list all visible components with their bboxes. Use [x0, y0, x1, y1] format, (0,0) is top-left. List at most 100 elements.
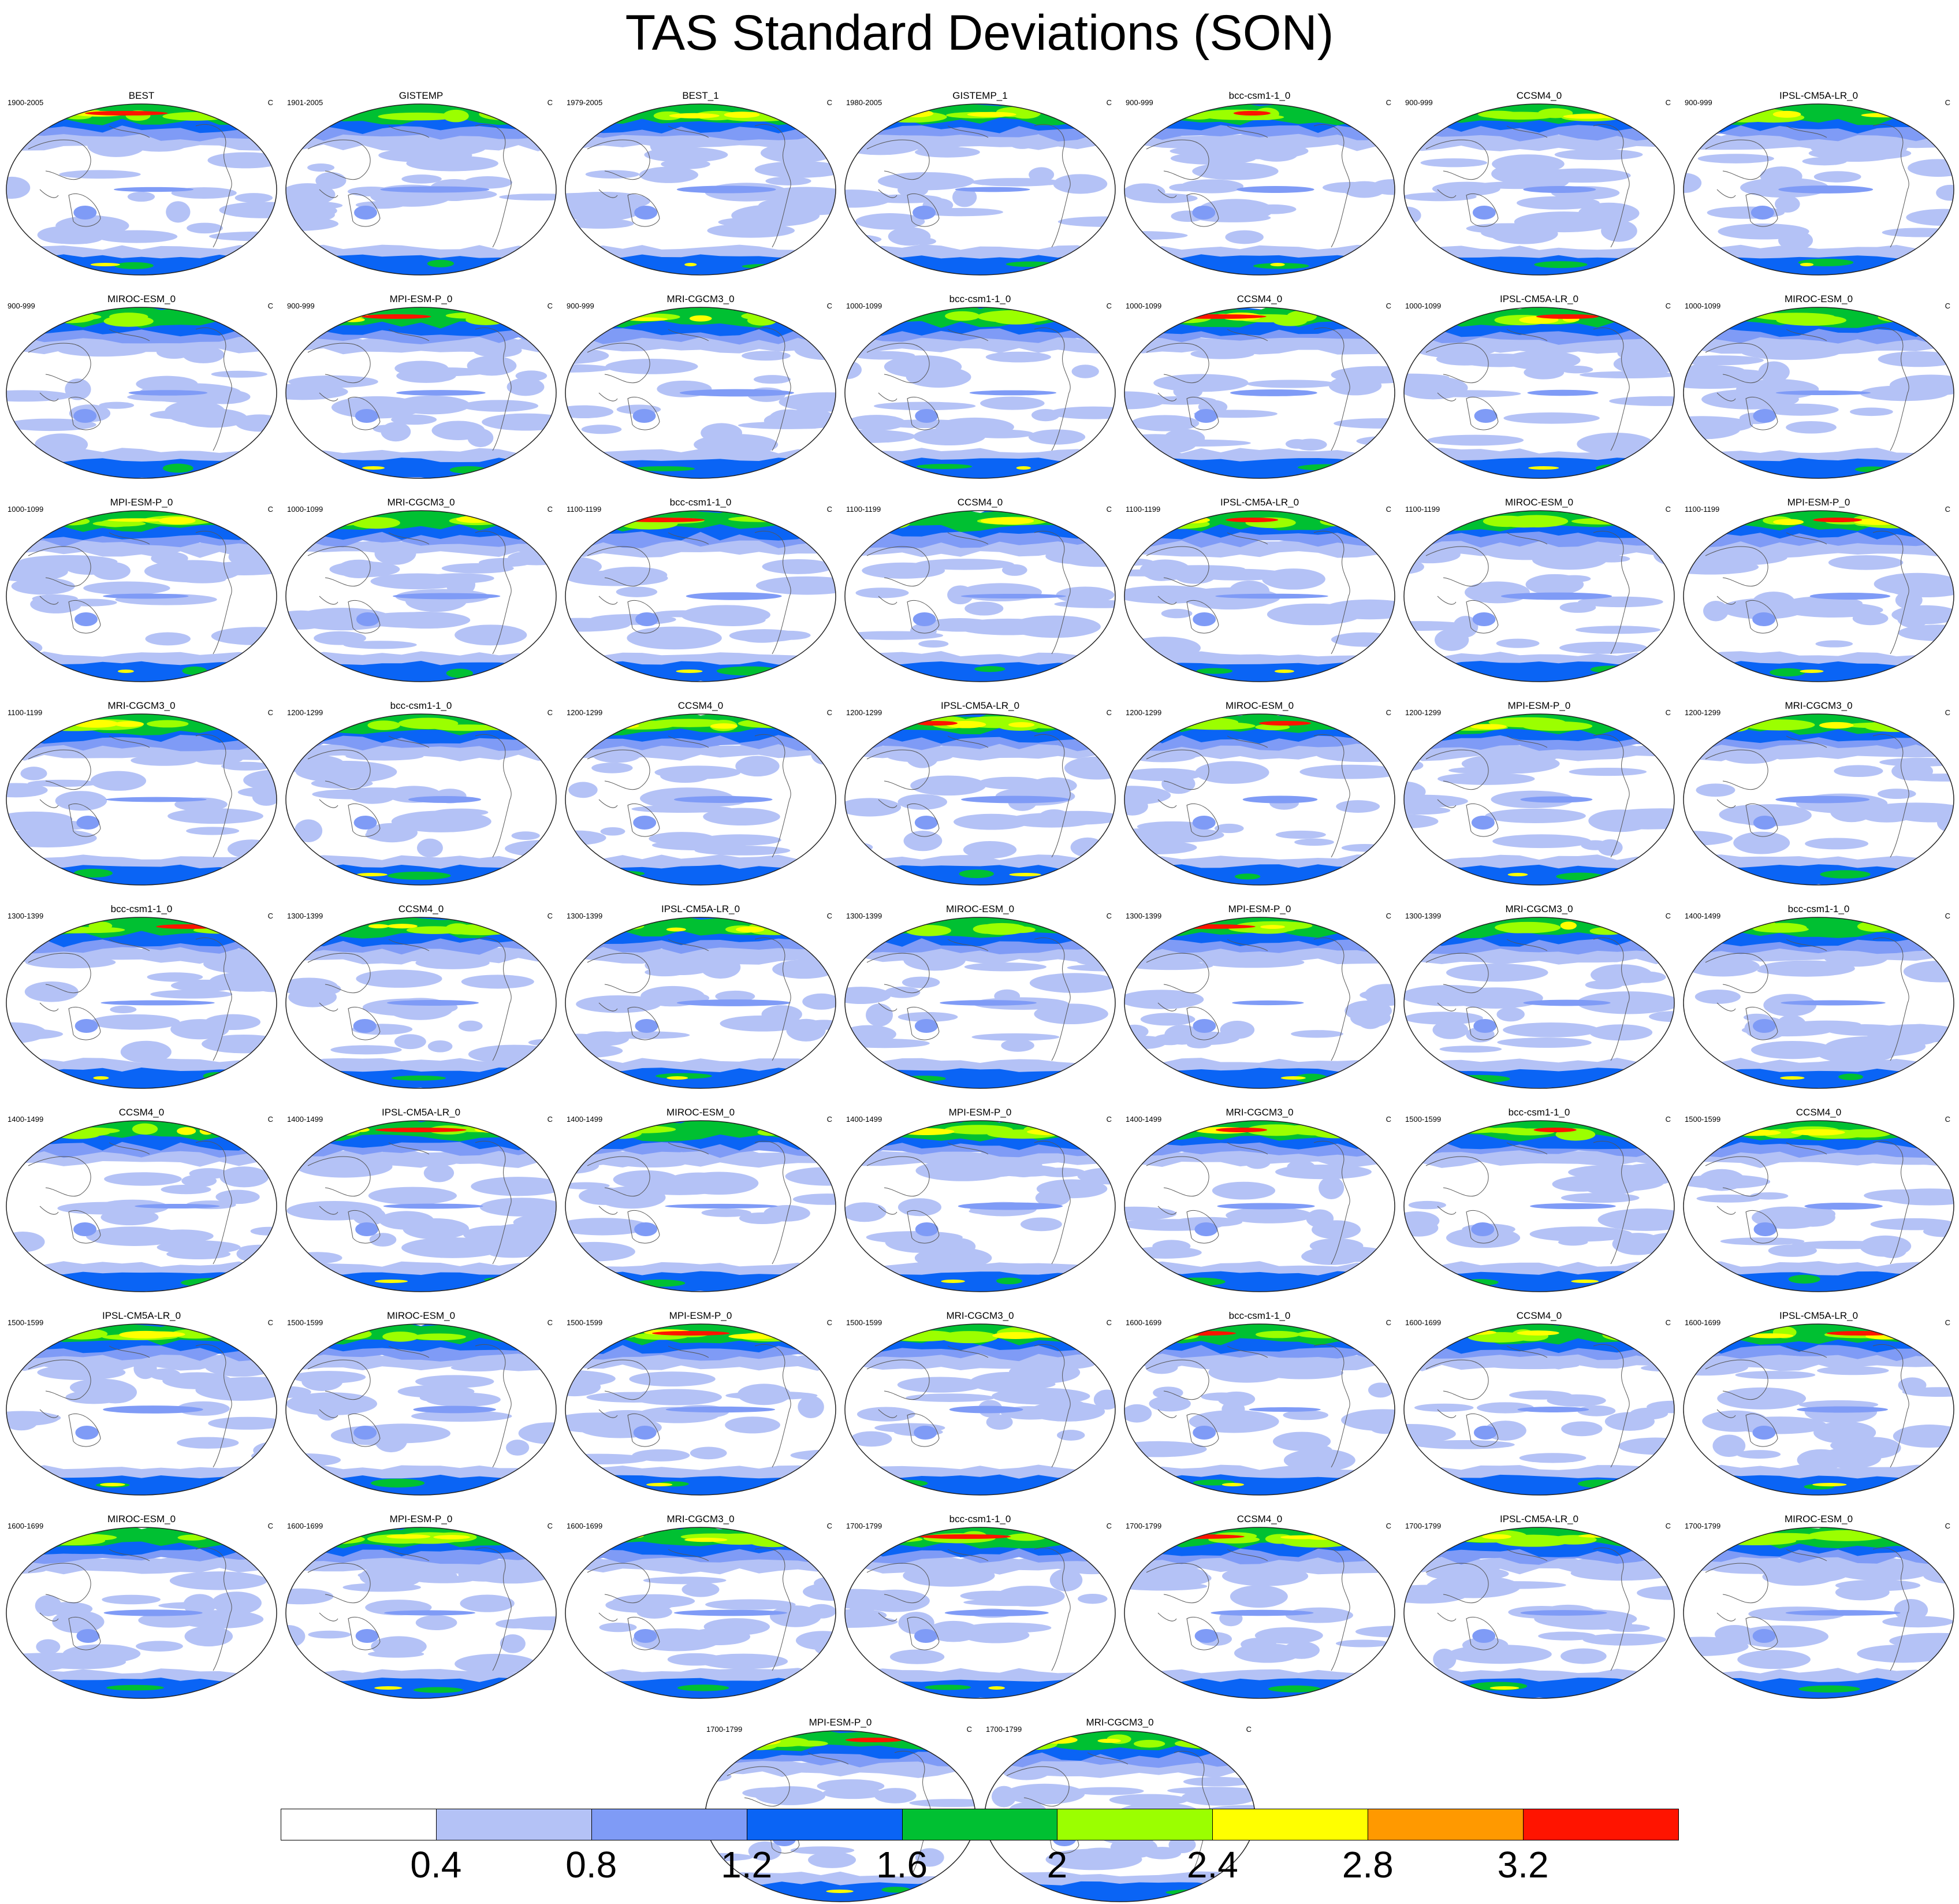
contour-0.4-0.8	[1299, 764, 1395, 779]
contour-above-3.2	[919, 1534, 1011, 1539]
contour-2-2.4	[1174, 1739, 1234, 1749]
panel-unit: C	[547, 1522, 553, 1530]
panel-year-range: 1300-1399	[846, 912, 882, 920]
panel-unit: C	[1386, 708, 1391, 717]
contour-0.4-0.8	[495, 1619, 535, 1628]
contour-0.4-0.8	[661, 159, 710, 169]
coastline	[1872, 1344, 1909, 1468]
contour-0.4-0.8	[591, 763, 633, 774]
world-map	[844, 510, 1116, 682]
contour-0.4-0.8	[701, 423, 743, 443]
coastline	[1437, 799, 1457, 808]
contour-0.8-1.2	[1474, 409, 1498, 423]
contour-0.4-0.8	[1697, 154, 1774, 163]
contour-0.4-0.8	[613, 1170, 679, 1189]
panel-unit: C	[1945, 1522, 1950, 1530]
contour-field	[1124, 1324, 1395, 1495]
contour-2-2.4	[1808, 1530, 1886, 1541]
panel-unit: C	[1665, 1115, 1671, 1124]
panel-title: CCSM4_0	[118, 1107, 165, 1118]
contour-2.4-2.8	[1861, 113, 1908, 118]
contour-0.4-0.8	[1575, 626, 1661, 634]
contour-1.2-1.6	[1684, 1068, 1954, 1088]
contour-0.4-0.8	[315, 1399, 340, 1421]
contour-2-2.4	[1006, 926, 1036, 934]
coastline	[68, 1210, 101, 1244]
contour-0.8-1.2	[75, 612, 98, 626]
contour-0.4-0.8	[1791, 1240, 1895, 1250]
coastline	[627, 1413, 660, 1447]
coastline	[754, 530, 791, 654]
coastline	[28, 343, 91, 384]
world-map	[1124, 1323, 1395, 1496]
panel-unit: C	[1106, 1522, 1112, 1530]
contour-0.4-0.8	[1070, 837, 1105, 857]
coastlines	[28, 1547, 232, 1671]
coastline	[668, 735, 709, 748]
panel-title: MIROC-ESM_0	[1225, 700, 1294, 711]
coastline	[627, 600, 660, 634]
world-map	[844, 713, 1116, 886]
contour-2.4-2.8	[669, 113, 720, 118]
contour-2-2.4	[46, 1534, 117, 1541]
contour-0.4-0.8	[1124, 1036, 1167, 1049]
contour-0.4-0.8	[1192, 162, 1279, 180]
contour-1.6-2	[1684, 714, 1954, 735]
contour-0.4-0.8	[427, 1040, 453, 1053]
coastline	[668, 329, 709, 341]
panel-title: MIROC-ESM_0	[666, 1107, 735, 1118]
world-map	[285, 1527, 557, 1699]
panel-unit: C	[1106, 912, 1112, 920]
panel-year-range: 1700-1799	[846, 1522, 882, 1530]
contour-0.4-0.8	[86, 1226, 183, 1246]
map-panel: CCSM4_0 1000-1099 C	[1120, 290, 1399, 481]
world-map	[844, 307, 1116, 479]
contour-above-3.2	[1813, 518, 1863, 522]
coastline	[907, 1413, 940, 1447]
map-panel: IPSL-CM5A-LR_0 1700-1799 C	[1399, 1510, 1679, 1701]
coastline	[1034, 327, 1071, 451]
coastline	[28, 139, 91, 180]
map-outline	[1124, 917, 1395, 1089]
contour-0.8-1.2	[1193, 1426, 1216, 1440]
contour-2.4-2.8	[433, 1535, 470, 1539]
coastline	[627, 1616, 660, 1650]
contour-2.4-2.8	[90, 263, 120, 266]
panel-title: bcc-csm1-1_0	[1508, 1107, 1570, 1118]
contour-0.4-0.8	[1053, 174, 1108, 194]
colorbar-box	[281, 1809, 437, 1840]
contour-0.4-0.8	[1559, 641, 1648, 654]
contour-0.4-0.8	[1734, 1625, 1829, 1648]
contour-0.4-0.8	[184, 1626, 233, 1647]
coastline	[866, 343, 930, 384]
contour-2.4-2.8	[107, 518, 167, 522]
contour-0.8-1.2	[1752, 1629, 1776, 1643]
contour-2-2.4	[1484, 111, 1556, 120]
map-panel: MIROC-ESM_0 1100-1199 C	[1399, 493, 1679, 684]
panel-year-range: 1200-1299	[287, 708, 323, 717]
contour-0.4-0.8	[1898, 1377, 1927, 1393]
coastline	[668, 1142, 709, 1155]
coastline	[627, 1006, 660, 1040]
contour-0.4-0.8	[1404, 376, 1468, 400]
contour-0.4-0.8	[1404, 985, 1500, 1006]
map-outline	[844, 1323, 1116, 1496]
contour-0.8-1.2	[673, 1609, 788, 1616]
contour-0.4-0.8	[845, 798, 902, 817]
panel-title: CCSM4_0	[677, 700, 724, 711]
coastline	[1186, 1210, 1219, 1244]
world-map	[565, 1323, 836, 1496]
contour-0.8-1.2	[1472, 1629, 1496, 1643]
panel-title: bcc-csm1-1_0	[1787, 903, 1850, 914]
contour-0.4-0.8	[1601, 220, 1637, 242]
map-outline	[1683, 917, 1954, 1089]
contour-0.4-0.8	[1127, 990, 1186, 1007]
contour-0.4-0.8	[855, 213, 925, 230]
contour-0.4-0.8	[1492, 834, 1592, 849]
contour-0.8-1.2	[392, 593, 501, 600]
contour-0.4-0.8	[1717, 1387, 1807, 1410]
coastline	[947, 1142, 989, 1155]
contour-0.4-0.8	[211, 370, 267, 378]
coastline	[1506, 532, 1548, 545]
contour-0.4-0.8	[1882, 1616, 1954, 1628]
